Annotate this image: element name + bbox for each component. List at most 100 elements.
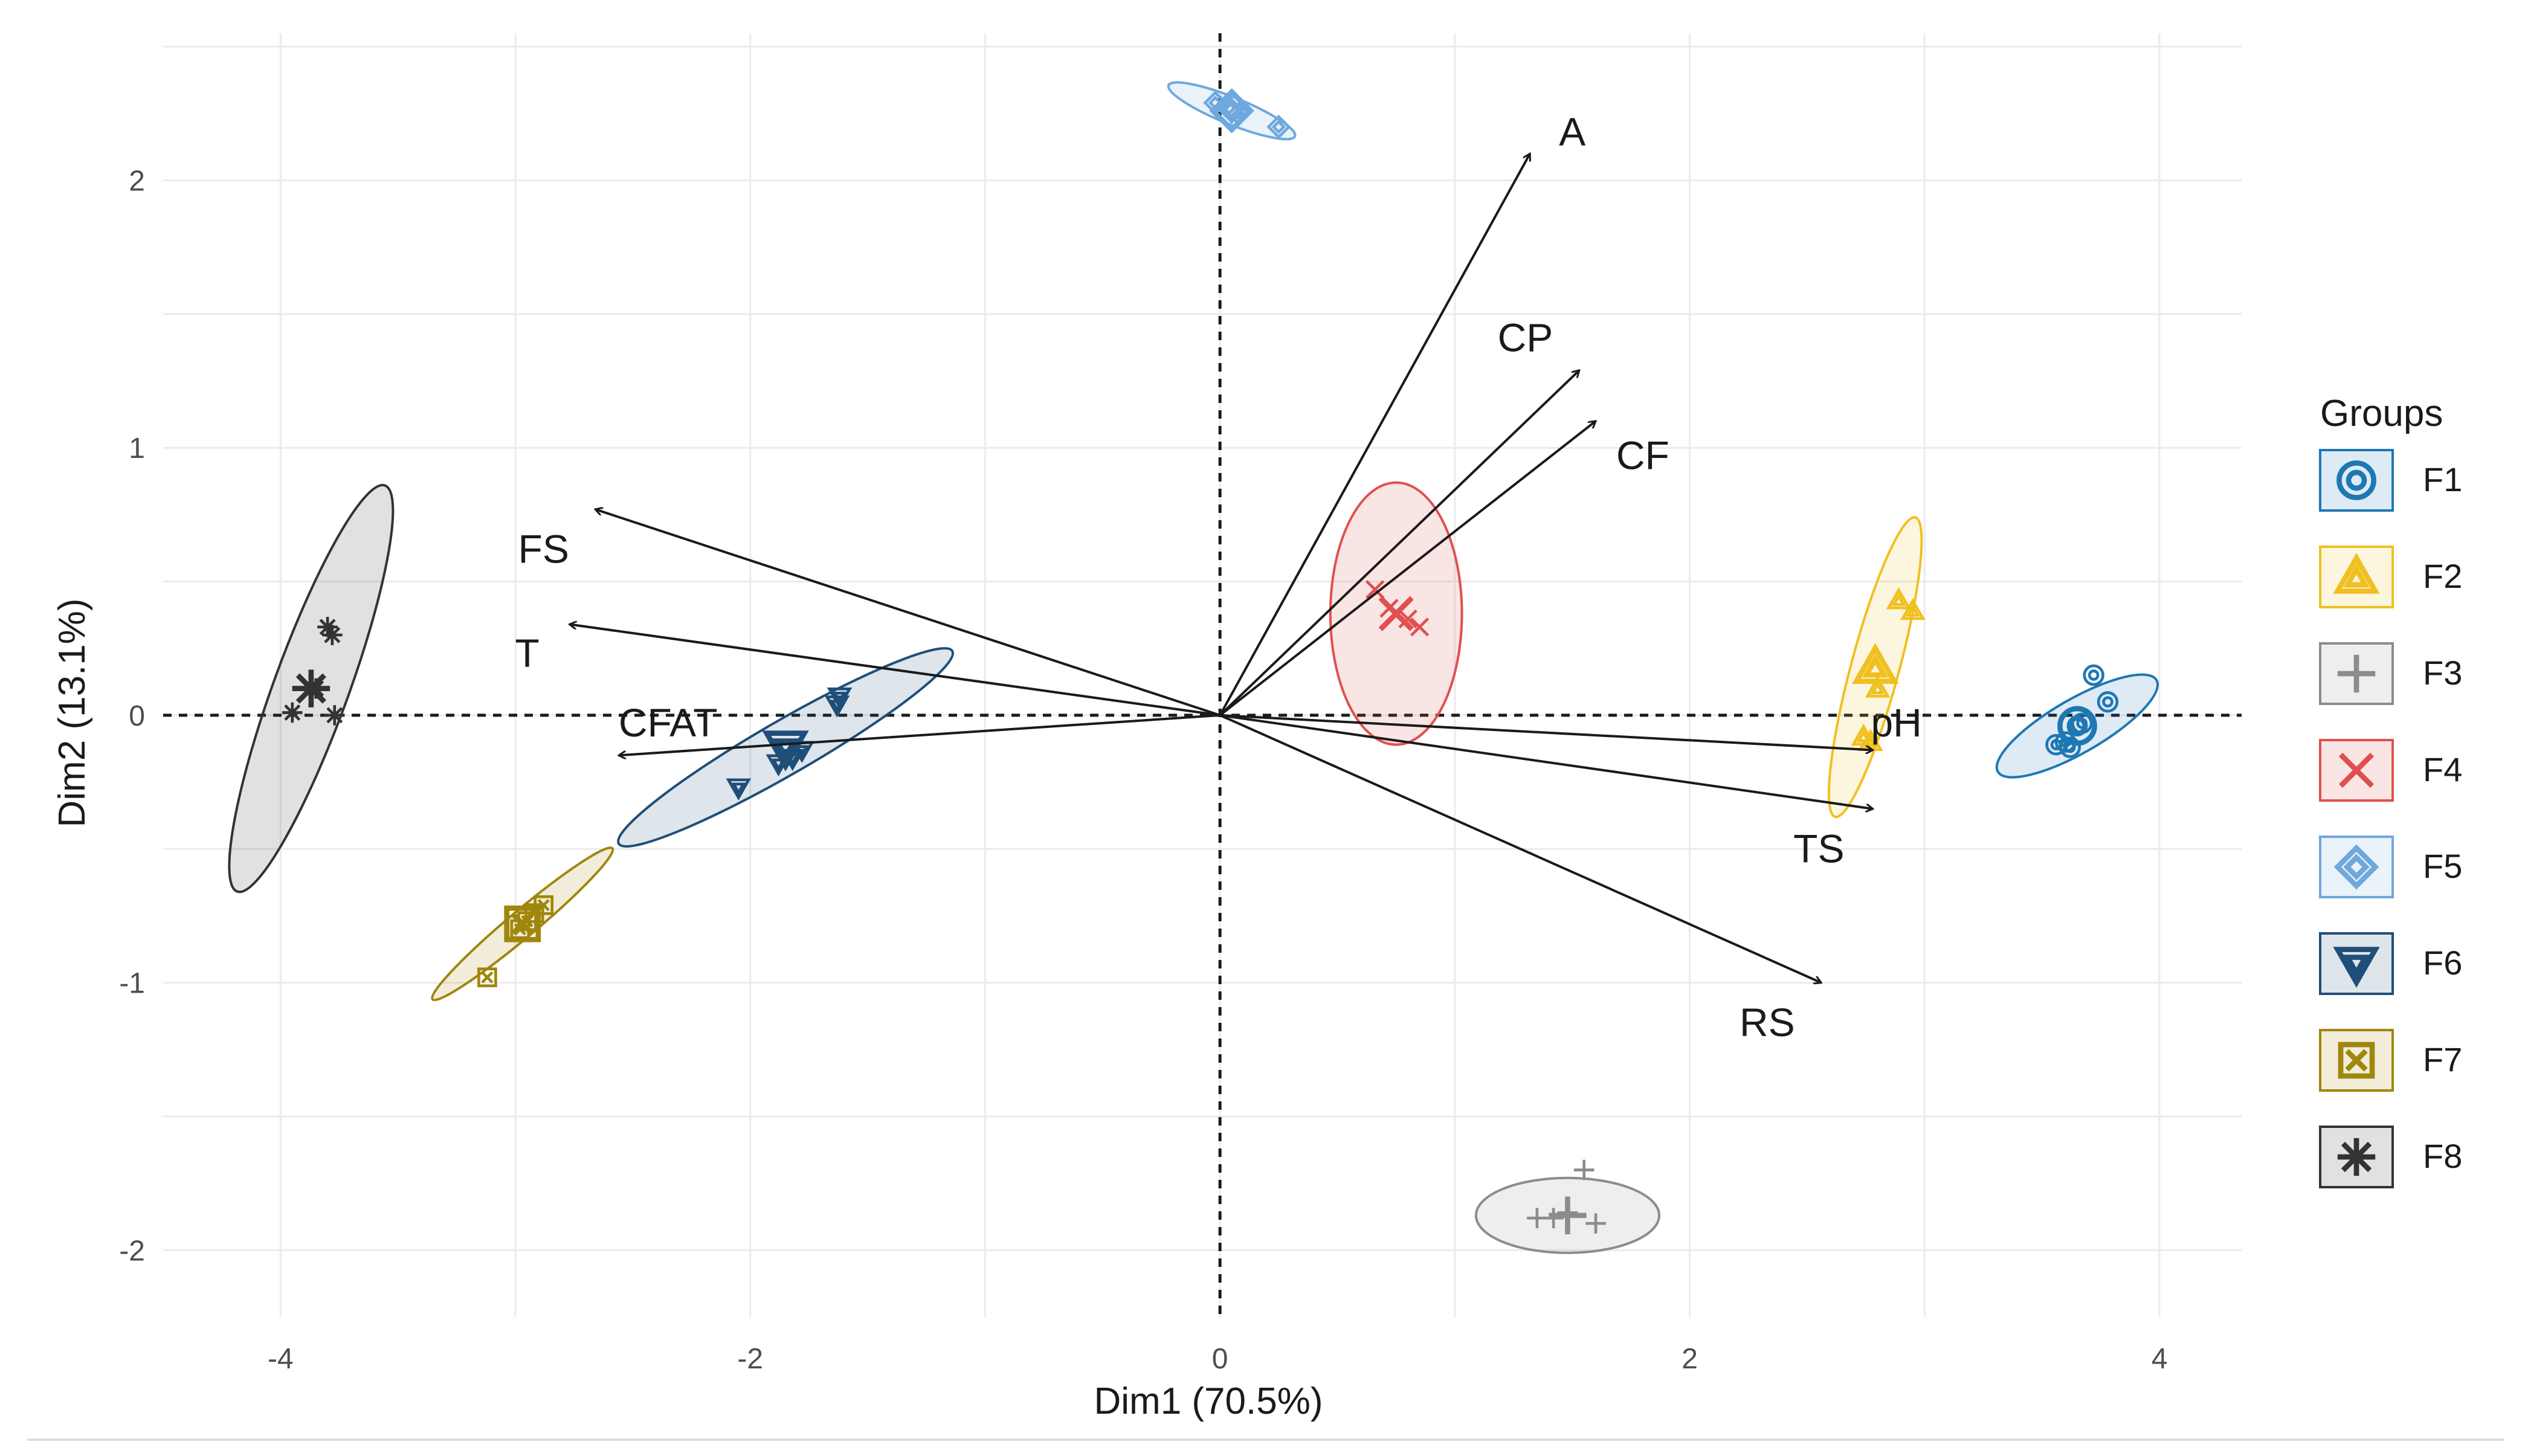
legend-symbol-f6 <box>2333 947 2380 988</box>
arrow-label-a: A <box>1559 109 1585 154</box>
legend-symbol-f5-part <box>2333 844 2379 890</box>
arrow-cf <box>1219 421 1596 717</box>
point-f8-part <box>324 627 341 643</box>
centroid-f1-part <box>2066 715 2088 736</box>
legend-symbol-f2-part <box>2333 553 2380 594</box>
point-f2-part <box>1870 681 1885 694</box>
legend-symbol-f6-part <box>2333 947 2380 988</box>
legend-label-f3: F3 <box>2423 654 2462 692</box>
arrow-cfat <box>619 714 1221 755</box>
point-f1 <box>2097 691 2119 713</box>
point-f2-part <box>1905 604 1920 617</box>
point-f8-part <box>326 707 343 724</box>
arrow-ts <box>1219 714 1873 809</box>
centroid-f7-part <box>511 912 534 935</box>
point-f8-part <box>284 704 301 721</box>
legend-symbol-f1-part <box>2336 460 2376 500</box>
legend: Groups F1 F2 F3 F4 F5 F6 F7 F8 <box>2319 393 2462 1188</box>
arrow-label-ts: TS <box>1793 826 1844 871</box>
arrow-label-cf: CF <box>1616 433 1669 477</box>
ellipse-f6 <box>617 647 954 848</box>
y-tick-label: 1 <box>129 433 145 465</box>
legend-symbol-f4-part <box>2338 752 2375 788</box>
legend-key-f1 <box>2319 449 2394 512</box>
legend-symbol-f6-part <box>2343 955 2370 979</box>
ellipse-f2 <box>1827 516 1923 819</box>
point-f6 <box>726 778 752 800</box>
y-axis-label: Dim2 (13.1%) <box>51 599 93 828</box>
point-f1-part <box>2059 736 2081 758</box>
point-f1-part <box>2102 696 2114 708</box>
legend-symbol-f4 <box>2338 752 2375 788</box>
arrow-label-ph: pH <box>1871 700 1921 745</box>
centroid-f5 <box>1209 88 1254 134</box>
point-f6-part <box>795 745 810 758</box>
centroid-f6 <box>762 730 809 771</box>
point-f1-part <box>2083 664 2104 686</box>
point-f7-part <box>481 971 494 984</box>
centroid-f1-part <box>2057 706 2097 746</box>
point-f6-part <box>832 691 847 705</box>
point-f4 <box>1410 617 1430 637</box>
centroid-f4 <box>1378 596 1414 631</box>
legend-label-f8: F8 <box>2423 1137 2462 1175</box>
arrow-cp <box>1219 370 1579 717</box>
legend-title: Groups <box>2320 393 2443 434</box>
point-f8 <box>322 625 343 645</box>
y-tick-label: -1 <box>119 968 145 1000</box>
centroid-f2-part <box>1851 643 1899 684</box>
point-f2 <box>1900 598 1926 620</box>
legend-symbol-f3 <box>2337 654 2376 693</box>
point-f5-part <box>1266 114 1291 140</box>
x-tick-label: -2 <box>737 1343 763 1375</box>
point-f8 <box>324 705 345 726</box>
point-f7-part <box>534 895 554 915</box>
arrow-label-cfat: CFAT <box>619 700 718 745</box>
centroid-f5-part <box>1209 88 1254 134</box>
point-f2-part <box>1865 675 1891 698</box>
legend-key-f8 <box>2319 1126 2394 1188</box>
arrow-label-fs: FS <box>518 526 569 571</box>
point-f2-part <box>1886 587 1912 610</box>
centroid-f8-part <box>295 673 327 704</box>
legend-symbol-f5 <box>2333 844 2379 890</box>
legend-label-f1: F1 <box>2423 460 2462 498</box>
point-f6 <box>827 687 853 710</box>
centroid-f5-part <box>1218 97 1245 124</box>
point-f2-part <box>1856 729 1871 742</box>
point-f3 <box>1585 1213 1606 1234</box>
arrow-label-rs: RS <box>1740 1000 1795 1045</box>
arrow-label-cp: CP <box>1498 315 1553 360</box>
point-f2-part <box>1891 593 1906 606</box>
legend-symbol-f7-part <box>2345 1049 2368 1072</box>
centroid-f4-part <box>1378 596 1414 631</box>
x-tick-label: 4 <box>2152 1343 2168 1375</box>
legend-label-f5: F5 <box>2423 847 2462 885</box>
centroid-f8 <box>292 669 331 707</box>
legend-label-f2: F2 <box>2423 557 2462 595</box>
point-f2-part <box>1900 598 1926 620</box>
point-f2 <box>1865 675 1891 698</box>
legend-symbol-f1 <box>2336 460 2376 500</box>
legend-label-f6: F6 <box>2423 944 2462 982</box>
point-f7 <box>477 967 497 988</box>
group-points <box>282 88 2119 1234</box>
y-tick-label: 0 <box>129 700 145 732</box>
legend-symbol-f2 <box>2333 553 2380 594</box>
centroid-f2 <box>1851 643 1899 684</box>
legend-symbol-f7-part <box>2338 1042 2375 1079</box>
point-f6-part <box>726 778 752 800</box>
centroid-f2-part <box>1862 654 1889 678</box>
point-f2 <box>1886 587 1912 610</box>
arrow-rs <box>1219 714 1821 983</box>
point-f8 <box>282 702 303 723</box>
legend-label-f4: F4 <box>2423 750 2462 788</box>
centroid-f7 <box>504 905 541 942</box>
arrow-a <box>1219 153 1530 716</box>
x-tick-label: 0 <box>1212 1343 1228 1375</box>
centroid-f3 <box>1549 1196 1587 1234</box>
legend-symbol-f7 <box>2338 1042 2375 1079</box>
point-f6-part <box>731 782 746 796</box>
x-tick-label: 2 <box>1682 1343 1698 1375</box>
